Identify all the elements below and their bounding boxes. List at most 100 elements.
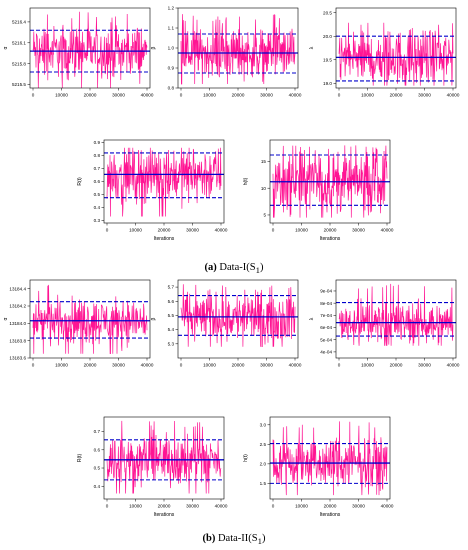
y-tick-label: 5.6 [168,299,175,304]
y-tick-label: 19.0 [323,81,332,86]
x-tick-label: 0 [106,504,109,509]
x-tick-label: 30000 [112,363,125,368]
x-tick-label: 10000 [129,228,142,233]
y-tick-label: 1.2 [168,6,175,11]
x-tick-label: 0 [272,504,275,509]
y-tick-label: 0.6 [94,447,101,452]
x-tick-label: 40000 [215,228,228,233]
y-tick-label: 0.4 [94,484,101,489]
y-tick-label: 5.7 [168,285,175,290]
caption-a-label: (a) [204,262,217,273]
y-tick-label: 1.0 [168,46,175,51]
trace-line [180,14,296,85]
y-tick-label: 7e-04 [320,313,332,318]
x-tick-label: 20000 [232,363,245,368]
caption-b-label: (b) [202,533,216,544]
y-tick-label: 0.7 [94,166,101,171]
y-tick-label: 13184.0 [9,321,26,326]
trace-line [180,284,296,348]
y-tick-label: 0.3 [94,218,101,223]
trace-line [272,145,388,218]
x-tick-label: 0 [32,363,35,368]
x-axis-label: Iterations [320,512,341,518]
y-tick-label: 6e-04 [320,325,332,330]
x-tick-label: 40000 [447,363,460,368]
y-axis-label: β [151,46,157,49]
caption-b-end: ) [262,533,266,544]
x-tick-label: 0 [338,93,341,98]
y-tick-label: 2.0 [260,461,267,466]
y-tick-label: 9e-04 [320,289,332,294]
x-tick-label: 10000 [129,504,142,509]
x-axis-label: Iterations [154,512,175,518]
caption-b-sub: 1 [257,536,262,547]
y-tick-label: 0.9 [94,140,101,145]
x-tick-label: 20000 [232,93,245,98]
y-tick-label: 13184.4 [9,286,26,291]
y-tick-label: 5 [263,213,266,218]
x-tick-label: 40000 [141,93,154,98]
x-tick-label: 30000 [112,93,125,98]
y-tick-label: 13183.6 [9,356,26,361]
caption-a-text: Data-I(S [219,262,256,273]
y-tick-label: 19.5 [323,57,332,62]
trace-panel-a-5: 0 10000 20000 30000 40000 5 10 15 h(t) Iterations [243,139,394,242]
x-tick-label: 30000 [260,93,273,98]
y-tick-label: 5.3 [168,341,175,346]
x-tick-label: 40000 [289,93,302,98]
y-tick-label: 20.5 [323,10,332,15]
y-tick-label: 10 [261,186,267,191]
y-tick-label: 0.8 [168,86,175,91]
x-tick-label: 10000 [55,93,68,98]
x-tick-label: 20000 [390,363,403,368]
y-tick-label: 5.4 [168,327,175,332]
y-axis-label: R(t) [77,177,83,186]
y-tick-label: 3.0 [260,422,267,427]
caption-b: (b) Data-II(S1) [0,533,468,546]
trace-panel-b-8: 0 10000 20000 30000 40000 4e-04 5e-04 6e-04 7e-0… [309,279,460,368]
y-tick-label: 5216.4 [12,20,26,25]
x-tick-label: 10000 [203,363,216,368]
trace-panel-b-10: 0 10000 20000 30000 40000 1.5 2.0 2.5 3.0 h(t) Ite… [243,416,394,518]
y-tick-label: 13183.8 [9,338,26,343]
trace-panel-a-2: 0 10000 20000 30000 40000 0.8 0.9 1.0 1.1 1.2 β [151,6,302,98]
x-axis-label: Iterations [154,236,175,242]
y-tick-label: 5215.5 [12,82,26,87]
x-tick-label: 30000 [418,363,431,368]
trace-panel-a-3: 0 10000 20000 30000 40000 19.0 19.5 20.0 20.5 λ [309,7,460,98]
y-tick-label: 4e-04 [320,350,332,355]
y-axis-label: R(t) [77,454,83,463]
y-tick-label: 0.5 [94,466,101,471]
trace-panel-b-7: 0 10000 20000 30000 40000 5.3 5.4 5.5 5.6 5.7 β [151,279,302,368]
trace-line [272,421,388,496]
y-tick-label: 13184.2 [9,304,26,309]
y-axis-label: h(t) [243,454,249,462]
y-tick-label: 0.6 [94,179,101,184]
trace-line [106,420,222,494]
x-tick-label: 10000 [295,228,308,233]
x-tick-label: 20000 [324,228,337,233]
x-tick-label: 0 [106,228,109,233]
x-tick-label: 40000 [381,228,394,233]
y-axis-label: α [3,46,9,49]
trace-line [338,283,454,346]
x-tick-label: 10000 [361,93,374,98]
y-tick-label: 15 [261,159,267,164]
y-axis-label: λ [309,46,315,49]
y-tick-label: 20.0 [323,34,332,39]
x-tick-label: 10000 [361,363,374,368]
x-tick-label: 30000 [418,93,431,98]
x-tick-label: 10000 [55,363,68,368]
x-tick-label: 30000 [352,228,365,233]
x-tick-label: 30000 [186,504,199,509]
trace-panel-a-1: 0 10000 20000 30000 40000 5215.5 5215.8 5216.1 5… [3,7,154,98]
x-tick-label: 40000 [141,363,154,368]
y-tick-label: 0.4 [94,205,101,210]
y-tick-label: 1.1 [168,26,175,31]
x-tick-label: 40000 [381,504,394,509]
caption-b-text: Data-II(S [217,533,258,544]
y-tick-label: 8e-04 [320,301,332,306]
x-axis-label: Iterations [320,236,341,242]
x-tick-label: 20000 [324,504,337,509]
trace-line [32,284,148,355]
